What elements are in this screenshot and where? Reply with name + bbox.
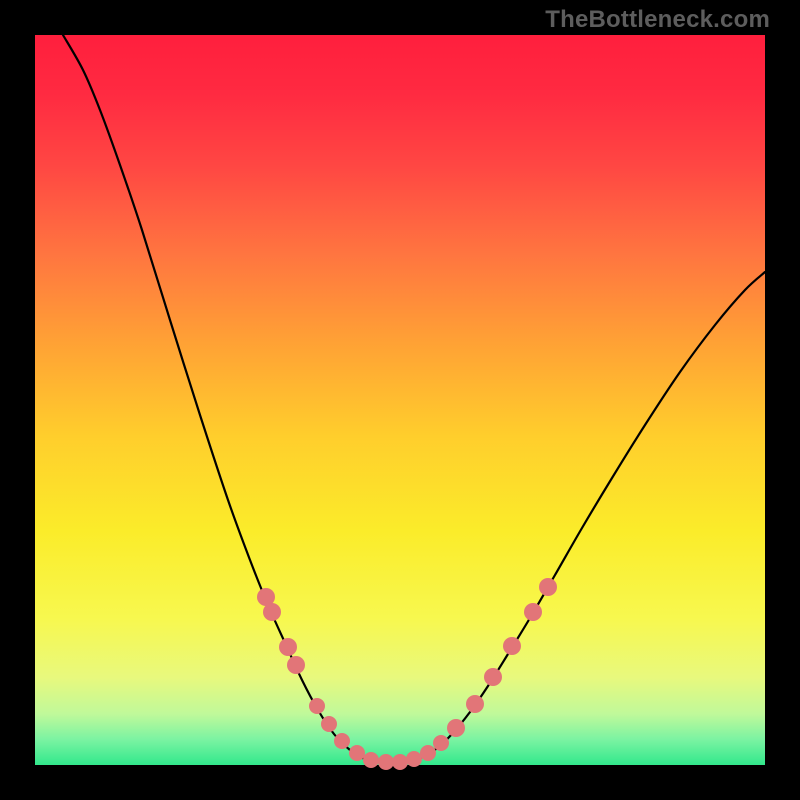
data-marker <box>433 735 449 751</box>
data-marker <box>420 745 436 761</box>
data-marker <box>539 578 557 596</box>
data-marker <box>309 698 325 714</box>
data-marker <box>378 754 394 770</box>
data-marker <box>466 695 484 713</box>
data-marker <box>447 719 465 737</box>
data-marker <box>334 733 350 749</box>
data-marker <box>392 754 408 770</box>
data-marker <box>484 668 502 686</box>
data-marker <box>363 752 379 768</box>
bottleneck-curve-chart <box>0 0 800 800</box>
data-marker <box>287 656 305 674</box>
data-marker <box>263 603 281 621</box>
data-marker <box>406 751 422 767</box>
data-marker <box>524 603 542 621</box>
plot-background <box>35 35 765 765</box>
watermark-text: TheBottleneck.com <box>545 6 770 34</box>
data-marker <box>321 716 337 732</box>
data-marker <box>503 637 521 655</box>
data-marker <box>279 638 297 656</box>
data-marker <box>349 745 365 761</box>
